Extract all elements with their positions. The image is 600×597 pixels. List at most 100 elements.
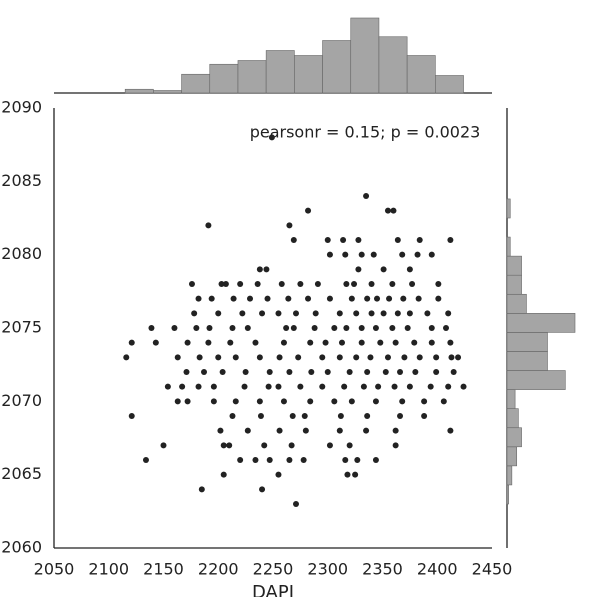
point [389, 325, 396, 331]
point [239, 310, 246, 317]
histogram-bar [406, 55, 436, 94]
point [241, 383, 248, 390]
point [219, 369, 226, 375]
point [363, 193, 370, 199]
point [409, 281, 416, 287]
point [326, 251, 333, 258]
histogram-bar [506, 332, 548, 352]
point [364, 369, 371, 375]
point [226, 442, 233, 449]
y-tick-label: 2090 [1, 98, 42, 117]
histogram-bar [209, 63, 239, 94]
point [232, 354, 239, 361]
point [301, 413, 308, 419]
point [257, 413, 264, 419]
point [208, 295, 215, 302]
point [265, 383, 272, 390]
point [448, 354, 455, 361]
point [285, 295, 292, 302]
point [193, 325, 200, 331]
point [343, 281, 350, 287]
point [148, 325, 155, 331]
point [358, 325, 365, 331]
point [188, 281, 195, 287]
point [222, 281, 229, 287]
point [256, 354, 263, 361]
point [218, 281, 225, 287]
point [399, 398, 406, 405]
point [210, 398, 217, 405]
point [416, 354, 423, 361]
point [391, 383, 398, 390]
x-tick-label: 2350 [362, 560, 403, 579]
point [363, 427, 370, 434]
point [311, 325, 318, 331]
point [390, 207, 397, 214]
point [220, 442, 227, 449]
histogram-bar [506, 446, 518, 467]
point [352, 471, 359, 478]
point [275, 383, 282, 390]
point [252, 457, 259, 463]
point [394, 310, 401, 317]
point [210, 383, 217, 390]
point [400, 295, 407, 302]
histogram-bar [506, 389, 516, 409]
point [179, 383, 186, 390]
point [232, 398, 239, 405]
point [259, 486, 266, 493]
point [389, 281, 396, 287]
point [292, 310, 299, 317]
point [355, 266, 362, 273]
histogram-bar [237, 60, 267, 94]
point [364, 295, 371, 302]
point [414, 251, 421, 258]
x-tick-label: 2100 [88, 560, 129, 579]
point [196, 354, 203, 361]
point [421, 413, 428, 419]
point [443, 325, 450, 331]
point [288, 442, 295, 449]
point [324, 369, 331, 375]
histogram-bar [350, 17, 380, 94]
point [342, 251, 349, 258]
point [256, 398, 263, 405]
point [142, 457, 149, 463]
point [286, 457, 293, 463]
histogram-bar [506, 236, 511, 257]
point [424, 310, 431, 317]
point [372, 398, 379, 405]
point [331, 325, 338, 331]
point [331, 398, 338, 405]
point [450, 369, 457, 375]
histogram-bar [294, 55, 323, 94]
point [336, 310, 343, 317]
histogram-bar [506, 255, 522, 276]
point [370, 251, 377, 258]
point [276, 427, 283, 434]
y-tick-label: 2080 [1, 244, 42, 263]
point [399, 251, 406, 258]
point [297, 383, 304, 390]
point [280, 398, 287, 405]
point [353, 354, 360, 361]
point [302, 427, 309, 434]
point [447, 237, 454, 243]
point [351, 281, 358, 287]
point [229, 325, 236, 331]
point [237, 457, 244, 463]
point [338, 339, 345, 346]
point [336, 427, 343, 434]
point [215, 354, 222, 361]
point [380, 310, 387, 317]
point [447, 339, 454, 346]
point [384, 354, 391, 361]
point [341, 383, 348, 390]
point [440, 398, 447, 405]
histogram-bar [506, 293, 527, 314]
point [346, 369, 353, 375]
point [428, 325, 435, 331]
point [254, 281, 261, 287]
point [377, 339, 384, 346]
point [445, 310, 452, 317]
